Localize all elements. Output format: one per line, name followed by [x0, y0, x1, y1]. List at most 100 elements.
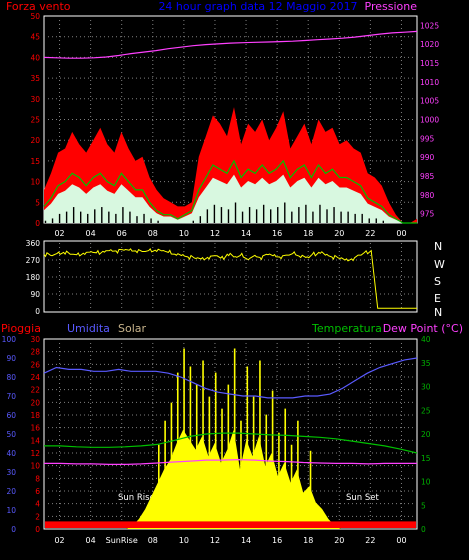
wind-y-tick-label: 25 [30, 116, 40, 125]
weather-x-tick-label: 08 [148, 536, 158, 545]
pressure-y-tick-label: 1010 [420, 78, 439, 87]
solar-area [44, 429, 417, 529]
rain-y-tick-label: 24 [30, 373, 40, 382]
weather-x-tick-label: 22 [365, 536, 375, 545]
weather-x-tick-label: 18 [303, 536, 313, 545]
wind-x-tick-label: 02 [54, 229, 64, 238]
rain-y-tick-label: 6 [35, 487, 40, 496]
direction-n-bottom: N [434, 306, 442, 319]
pressure-y-tick-label: 1005 [420, 97, 439, 106]
wind-average-line [43, 159, 417, 224]
rain-y-tick-label: 18 [30, 411, 40, 420]
humidity-y-tick-label: 80 [6, 373, 16, 382]
rain-y-tick-label: 30 [30, 335, 40, 344]
direction-n-top: N [434, 240, 442, 253]
direction-y-tick-label: 180 [26, 273, 41, 282]
weather-x-tick-label: SunRise [106, 536, 138, 545]
temperature-y-tick-label: 15 [421, 454, 431, 463]
direction-w: W [434, 258, 445, 271]
humidity-y-tick-label: 90 [6, 354, 16, 363]
rain-y-tick-label: 22 [30, 386, 40, 395]
rain-y-tick-label: 14 [30, 436, 40, 445]
direction-e: E [434, 292, 441, 305]
wind-speed-label: Forza vento [6, 0, 71, 13]
humidity-y-tick-label: 0 [11, 525, 16, 534]
temperature-y-tick-label: 20 [421, 430, 431, 439]
pressure-y-tick-label: 975 [420, 210, 435, 219]
wind-x-tick-label: 06 [117, 229, 127, 238]
temperature-y-tick-label: 25 [421, 406, 431, 415]
pressure-y-tick-label: 1015 [420, 59, 439, 68]
direction-y-tick-label: 0 [35, 307, 40, 316]
sunrise-annotation: Sun Rise [118, 493, 155, 503]
temperature-y-tick-label: 0 [421, 525, 426, 534]
weather-x-tick-label: 00 [396, 536, 406, 545]
weather-x-tick-label: 04 [86, 536, 96, 545]
temperature-y-tick-label: 40 [421, 335, 431, 344]
graph-title: 24 hour graph data 12 Maggio 2017 [158, 0, 357, 13]
weather-x-tick-label: 12 [210, 536, 220, 545]
wind-x-tick-label: 22 [365, 229, 375, 238]
direction-y-tick-label: 90 [30, 290, 40, 299]
rain-y-tick-label: 20 [30, 398, 40, 407]
temperature-y-tick-label: 35 [421, 359, 431, 368]
humidity-line [43, 357, 418, 399]
humidity-label: Umidita [67, 322, 110, 335]
wind-y-tick-label: 35 [30, 74, 40, 83]
wind-direction-line [43, 248, 417, 309]
wind-x-tick-label: 08 [148, 229, 158, 238]
humidity-y-tick-label: 50 [6, 430, 16, 439]
humidity-y-tick-label: 10 [6, 506, 16, 515]
rain-y-tick-label: 10 [30, 462, 40, 471]
wind-x-tick-label: 00 [396, 229, 406, 238]
pressure-label: Pressione [365, 0, 418, 13]
humidity-y-tick-label: 70 [6, 392, 16, 401]
humidity-y-tick-label: 100 [2, 335, 17, 344]
direction-y-tick-label: 270 [26, 256, 41, 265]
pressure-y-tick-label: 1020 [420, 40, 439, 49]
sunset-annotation: Sun Set [346, 493, 379, 503]
temperature-y-tick-label: 10 [421, 478, 431, 487]
dewpoint-line [44, 458, 417, 465]
wind-x-tick-label: 16 [272, 229, 282, 238]
pressure-y-tick-label: 1025 [420, 21, 439, 30]
dewpoint-label: Dew Point (°C) [383, 322, 463, 335]
temperature-label: Temperatura [311, 322, 382, 335]
pressure-y-tick-label: 995 [420, 134, 435, 143]
humidity-y-tick-label: 20 [6, 487, 16, 496]
wind-x-tick-label: 10 [179, 229, 189, 238]
wind-y-tick-label: 10 [30, 178, 40, 187]
weather-x-tick-label: 10 [179, 536, 189, 545]
rain-y-tick-label: 12 [30, 449, 40, 458]
rain-bar [45, 521, 416, 528]
wind-y-tick-label: 15 [30, 157, 40, 166]
rain-label: Pioggia [1, 322, 41, 335]
pressure-line [43, 30, 418, 59]
humidity-y-tick-label: 40 [6, 449, 16, 458]
temperature-y-tick-label: 5 [421, 501, 426, 510]
wind-x-tick-label: 04 [86, 229, 96, 238]
rain-y-tick-label: 28 [30, 348, 40, 357]
weather-x-tick-label: 02 [54, 536, 64, 545]
rain-y-tick-label: 8 [35, 474, 40, 483]
humidity-y-tick-label: 60 [6, 411, 16, 420]
wind-x-tick-label: 18 [303, 229, 313, 238]
wind-y-tick-label: 5 [35, 198, 40, 207]
direction-s: S [434, 275, 441, 288]
temperature-line [44, 432, 418, 454]
rain-y-tick-label: 4 [35, 500, 40, 509]
rain-y-tick-label: 16 [30, 424, 40, 433]
wind-y-tick-label: 40 [30, 53, 40, 62]
temperature-y-tick-label: 30 [421, 383, 431, 392]
rain-y-tick-label: 2 [35, 512, 40, 521]
solar-label: Solar [118, 322, 147, 335]
weather-x-tick-label: 16 [272, 536, 282, 545]
weather-x-tick-label: 14 [241, 536, 251, 545]
wind-y-tick-label: 45 [30, 33, 40, 42]
wind-x-tick-label: 14 [241, 229, 251, 238]
wind-y-tick-label: 50 [30, 12, 40, 21]
wind-y-tick-label: 0 [35, 219, 40, 228]
wind-y-tick-label: 30 [30, 95, 40, 104]
pressure-y-tick-label: 1000 [420, 116, 439, 125]
